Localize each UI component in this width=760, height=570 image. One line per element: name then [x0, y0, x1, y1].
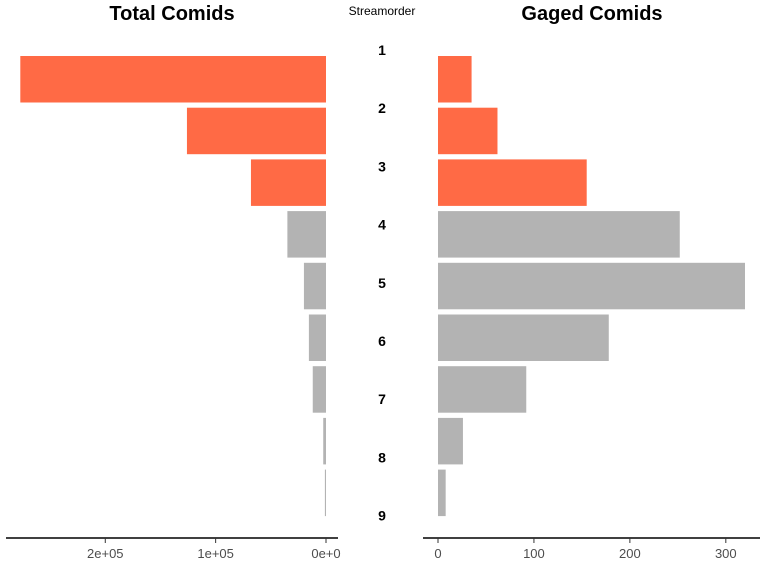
right-bar-streamorder-4: [438, 211, 680, 258]
right-bar-group: [438, 56, 745, 517]
streamorder-axis-title: Streamorder: [349, 4, 416, 18]
left-bar-streamorder-6: [308, 314, 326, 361]
streamorder-label-4: 4: [378, 217, 386, 233]
left-bar-streamorder-7: [312, 366, 326, 413]
right-tick-label: 200: [619, 546, 641, 561]
left-bar-streamorder-9: [324, 469, 326, 517]
left-bar-streamorder-4: [287, 211, 326, 258]
left-chart-title: Total Comids: [109, 3, 234, 25]
right-bar-streamorder-3: [438, 159, 587, 206]
left-bar-streamorder-3: [250, 159, 326, 206]
streamorder-labels: 1 2 3 4 5 6 7 8 9: [378, 42, 386, 524]
streamorder-label-6: 6: [378, 333, 386, 349]
streamorder-label-5: 5: [378, 275, 386, 291]
left-bar-group: [20, 56, 326, 517]
right-bar-streamorder-1: [438, 56, 472, 103]
streamorder-label-3: 3: [378, 158, 386, 174]
streamorder-label-1: 1: [378, 42, 386, 58]
right-bar-streamorder-6: [438, 314, 609, 361]
left-bar-streamorder-2: [186, 107, 326, 155]
streamorder-label-8: 8: [378, 449, 386, 465]
left-bar-streamorder-5: [303, 262, 326, 310]
streamorder-label-2: 2: [378, 100, 386, 116]
right-tick-label: 100: [523, 546, 545, 561]
left-bar-streamorder-8: [323, 417, 326, 465]
right-bar-streamorder-2: [438, 107, 498, 155]
right-bar-streamorder-9: [438, 469, 446, 517]
right-bar-streamorder-7: [438, 366, 527, 413]
streamorder-label-9: 9: [378, 508, 386, 524]
right-bar-streamorder-5: [438, 262, 745, 310]
right-tick-label: 0: [434, 546, 441, 561]
left-bar-streamorder-1: [20, 56, 326, 103]
left-tick-label: 2e+05: [87, 546, 124, 561]
left-tick-label: 1e+05: [197, 546, 234, 561]
streamorder-label-7: 7: [378, 391, 386, 407]
right-bar-streamorder-8: [438, 417, 463, 465]
left-x-ticks: 0e+0 1e+05 2e+05: [87, 538, 341, 561]
right-chart-title: Gaged Comids: [521, 3, 662, 25]
right-tick-label: 300: [715, 546, 737, 561]
left-tick-label: 0e+0: [311, 546, 340, 561]
right-x-ticks: 0 100 200 300: [434, 538, 737, 561]
